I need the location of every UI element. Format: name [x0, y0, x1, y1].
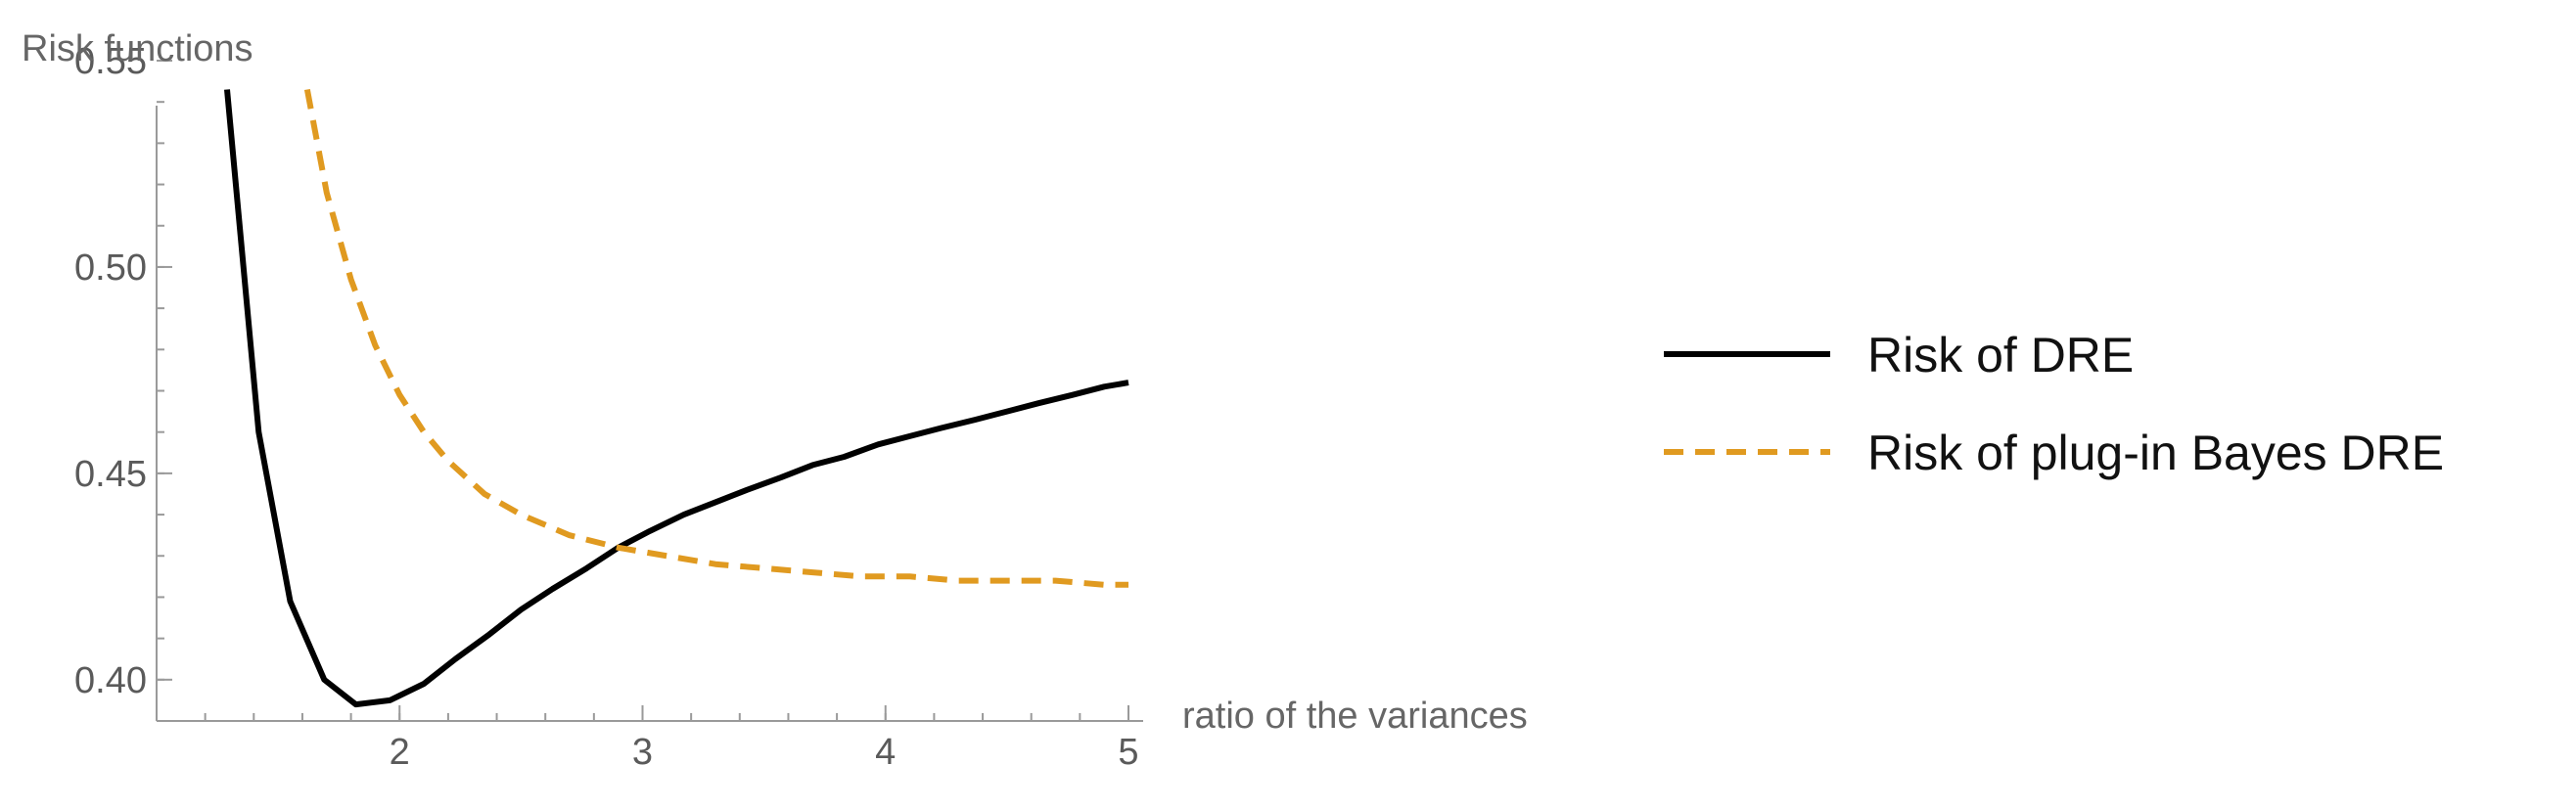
legend-label-risk-of-dre: Risk of DRE [1867, 328, 2134, 382]
series-line-risk-of-plug-in-bayes-dre [303, 88, 1128, 588]
y-tick-label: 0.40 [74, 660, 147, 701]
axes [156, 106, 1143, 722]
tick-labels: 2 3 4 5 0.40 0.45 0.50 0.55 [74, 41, 1139, 773]
y-axis-title: Risk functions [22, 28, 253, 69]
y-tick-label: 0.50 [74, 247, 147, 289]
x-tick-label: 4 [875, 732, 896, 773]
y-tick-label: 0.55 [74, 41, 147, 82]
x-tick-label: 2 [390, 732, 410, 773]
legend-label-risk-of-plug-in-bayes-dre: Risk of plug-in Bayes DRE [1867, 426, 2444, 480]
major-ticks [157, 60, 1129, 721]
minor-ticks [156, 60, 1129, 721]
legend: Risk of DRE Risk of plug-in Bayes DRE [1664, 328, 2444, 480]
x-axis-title: ratio of the variances [1182, 696, 1528, 737]
series-layer [224, 88, 1129, 708]
x-tick-label: 3 [632, 732, 653, 773]
y-tick-label: 0.45 [74, 454, 147, 495]
x-tick-label: 5 [1118, 732, 1138, 773]
series-line-risk-of-dre [224, 89, 1129, 708]
